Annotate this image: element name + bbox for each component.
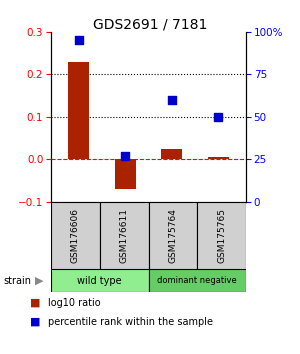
Bar <box>197 202 246 269</box>
Point <box>76 38 81 43</box>
Bar <box>208 157 229 159</box>
Text: GDS2691 / 7181: GDS2691 / 7181 <box>93 18 207 32</box>
Bar <box>100 202 148 269</box>
Point <box>216 114 220 120</box>
Text: log10 ratio: log10 ratio <box>48 298 100 308</box>
Text: GSM175765: GSM175765 <box>217 208 226 263</box>
Bar <box>115 159 136 189</box>
Bar <box>148 269 246 292</box>
Bar <box>68 62 89 159</box>
Text: GSM176606: GSM176606 <box>71 208 80 263</box>
Text: strain: strain <box>3 275 31 286</box>
Point <box>169 97 174 103</box>
Point <box>123 153 128 159</box>
Bar <box>51 269 148 292</box>
Text: GSM176611: GSM176611 <box>120 208 129 263</box>
Text: percentile rank within the sample: percentile rank within the sample <box>48 317 213 327</box>
Text: GSM175764: GSM175764 <box>168 208 177 263</box>
Bar <box>148 202 197 269</box>
Bar <box>51 202 100 269</box>
Text: dominant negative: dominant negative <box>158 276 237 285</box>
Text: ■: ■ <box>30 298 40 308</box>
Bar <box>161 149 182 159</box>
Text: ▶: ▶ <box>35 275 43 286</box>
Text: wild type: wild type <box>77 275 122 286</box>
Text: ■: ■ <box>30 317 40 327</box>
